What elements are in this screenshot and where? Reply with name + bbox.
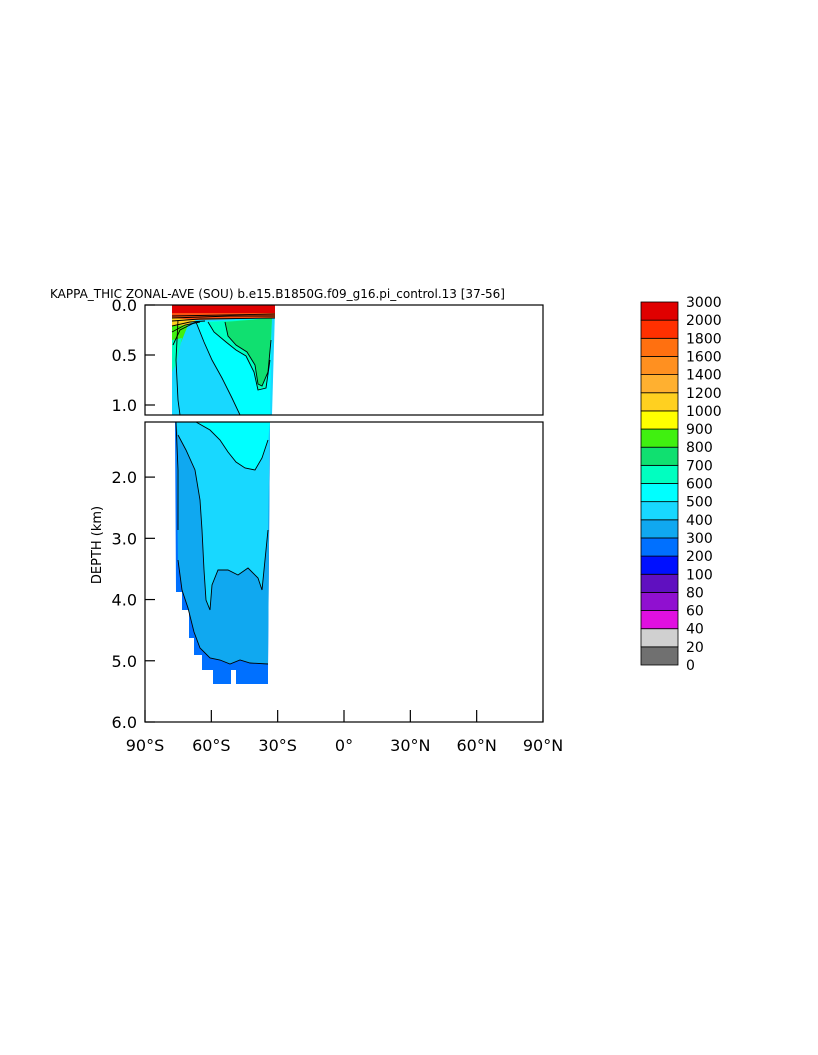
y-axis-label: DEPTH (km): [90, 506, 105, 584]
x-tick-label-6: 90°N: [523, 736, 563, 755]
colorbar-swatch-4: [640, 573, 679, 593]
colorbar-label-18: 1800: [686, 331, 722, 347]
x-tick-label-4: 30°N: [390, 736, 430, 755]
lower-y-tick-label-4: 6.0: [112, 713, 137, 732]
colorbar-label-16: 1400: [686, 368, 722, 384]
colorbar-swatch-7: [640, 519, 679, 539]
colorbar-label-8: 400: [686, 513, 713, 529]
x-tick-label-5: 60°N: [457, 736, 497, 755]
chart-title: KAPPA_THIC ZONAL-AVE (SOU) b.e15.B1850G.…: [50, 287, 505, 301]
colorbar-label-5: 100: [686, 567, 713, 583]
colorbar-swatch-8: [640, 501, 679, 521]
colorbar-swatch-14: [640, 392, 679, 412]
field-upper-3000: [172, 305, 275, 314]
colorbar-label-4: 80: [686, 585, 704, 601]
axes: 90°S 60°S 30°S 0° 30°N 60°N 90°N 0.0 0.5 1.0 2.0 3.…: [112, 296, 564, 755]
colorbar-label-15: 1200: [686, 386, 722, 402]
colorbar-label-3: 60: [686, 604, 704, 620]
colorbar-swatch-13: [640, 410, 679, 430]
colorbar-swatch-19: [640, 301, 679, 321]
x-tick-label-3: 0°: [335, 736, 353, 755]
field-lower-400: [176, 422, 270, 610]
colorbar-label-0: 0: [686, 658, 695, 674]
lower-panel-field: [175, 422, 270, 684]
upper-panel-frame: [144, 304, 544, 416]
colorbar-label-7: 300: [686, 531, 713, 547]
colorbar-swatch-17: [640, 337, 679, 357]
upper-contours: [171, 313, 276, 415]
colorbar-swatch-10: [640, 464, 679, 484]
upper-y-tick-label-2: 1.0: [112, 396, 137, 415]
x-tick-label-2: 30°S: [258, 736, 297, 755]
field-upper-600b: [172, 338, 182, 372]
lower-y-tick-label-0: 2.0: [112, 468, 137, 487]
colorbar-label-14: 1000: [686, 404, 722, 420]
colorbar-swatch-5: [640, 555, 679, 575]
colorbar-swatch-15: [640, 374, 679, 394]
colorbar-label-10: 600: [686, 477, 713, 493]
upper-y-tick-label-0: 0.0: [112, 296, 137, 315]
upper-y-tick-label-1: 0.5: [112, 346, 137, 365]
colorbar-swatch-9: [640, 483, 679, 503]
upper-panel-field: [171, 305, 276, 415]
field-upper-700: [225, 318, 272, 386]
colorbar-label-6: 200: [686, 549, 713, 565]
colorbar-swatch-11: [640, 446, 679, 466]
colorbar-label-20: 3000: [686, 295, 722, 311]
colorbar-label-19: 2000: [686, 313, 722, 329]
colorbar-swatch-1: [640, 628, 679, 648]
colorbar-label-1: 20: [686, 640, 704, 656]
colorbar-swatch-12: [640, 428, 679, 448]
x-tick-label-0: 90°S: [126, 736, 165, 755]
lower-contours: [175, 422, 269, 665]
colorbar-label-17: 1600: [686, 349, 722, 365]
colorbar-swatch-6: [640, 537, 679, 557]
colorbar-swatch-2: [640, 610, 679, 630]
lower-y-tick-label-1: 3.0: [112, 529, 137, 548]
lower-y-tick-label-3: 5.0: [112, 652, 137, 671]
colorbar-label-11: 700: [686, 458, 713, 474]
colorbar-swatch-16: [640, 356, 679, 376]
colorbar-swatch-0: [640, 646, 679, 666]
x-tick-label-1: 60°S: [192, 736, 231, 755]
colorbar-swatch-18: [640, 319, 679, 339]
colorbar-label-2: 40: [686, 622, 704, 638]
colorbar-label-12: 800: [686, 440, 713, 456]
colorbar-label-9: 500: [686, 495, 713, 511]
colorbar-swatch-3: [640, 592, 679, 611]
lower-y-tick-label-2: 4.0: [112, 591, 137, 610]
colorbar: 0 20 40 60 80 100 200 300 400 500 600 700 800 900 1000…: [640, 295, 722, 674]
colorbar-label-13: 900: [686, 422, 713, 438]
